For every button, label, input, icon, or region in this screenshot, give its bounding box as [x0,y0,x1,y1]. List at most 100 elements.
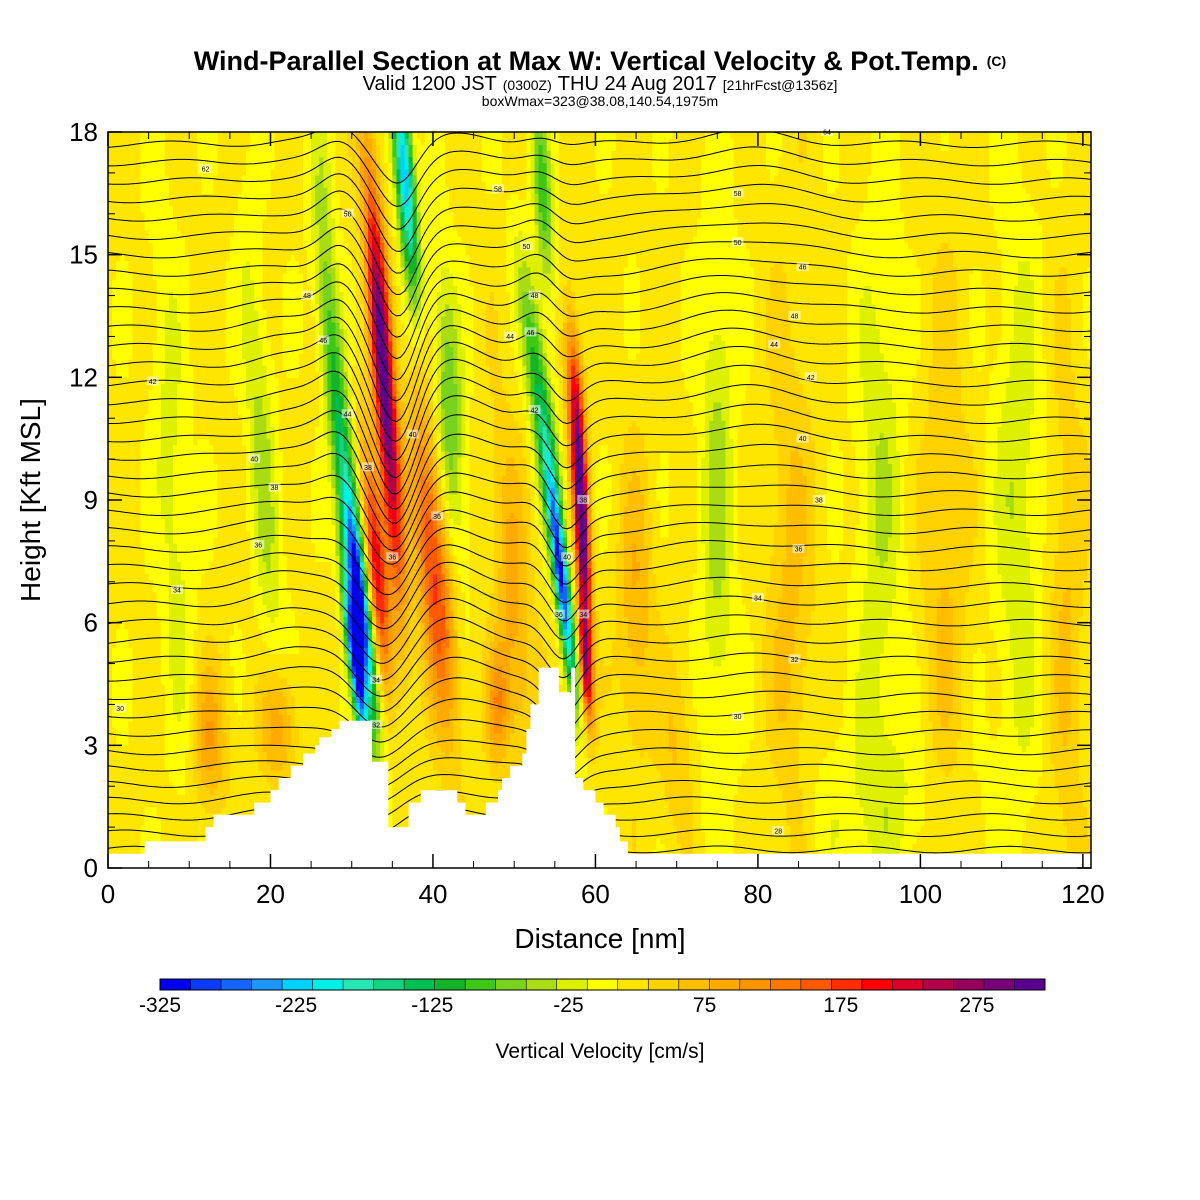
w-cell [160,168,166,176]
w-cell [217,677,223,685]
w-cell [201,592,207,599]
w-cell [140,585,146,593]
w-cell [209,236,215,243]
w-cell [164,371,170,378]
w-cell [274,585,280,593]
w-cell [258,769,263,777]
w-cell [233,763,239,771]
w-cell [181,585,186,593]
w-cell [108,383,113,391]
w-cell [128,751,133,759]
w-cell [254,463,259,470]
w-cell [262,199,268,207]
w-cell [120,401,125,409]
w-cell [213,395,219,403]
w-cell [266,677,272,685]
w-cell [148,487,154,495]
w-cell [246,579,251,587]
w-cell [229,162,235,170]
w-cell [225,555,231,562]
w-cell [189,610,194,618]
w-cell [270,530,276,538]
w-cell [156,346,162,354]
w-cell [128,506,133,513]
w-cell [116,242,121,250]
w-cell [185,420,190,427]
w-cell [209,291,215,299]
w-cell [242,696,247,703]
w-cell [160,444,166,452]
w-cell [237,542,243,550]
w-cell [177,659,182,667]
w-cell [213,512,219,519]
w-cell [237,659,243,667]
w-cell [209,763,215,771]
w-cell [185,322,190,329]
w-cell [152,567,158,575]
w-cell [193,659,198,667]
w-cell [116,837,121,845]
w-cell [246,224,251,231]
w-cell [108,132,113,139]
w-cell [201,647,207,654]
w-cell [246,684,251,691]
w-cell [156,739,162,746]
w-cell [262,677,268,685]
w-cell [144,641,150,648]
w-cell [140,156,146,164]
w-cell [140,806,146,814]
w-cell [112,168,117,176]
w-cell [197,825,203,832]
w-cell [246,322,251,329]
w-cell [128,493,133,501]
w-cell [160,739,166,746]
w-cell [237,224,243,231]
w-cell [140,837,146,845]
w-cell [132,622,138,630]
w-cell [136,401,142,409]
w-cell [229,187,235,194]
w-cell [140,450,146,458]
w-cell [225,647,231,654]
w-cell [246,383,251,391]
w-cell [185,837,190,845]
w-cell [221,659,227,667]
w-cell [225,653,231,661]
w-cell [262,536,268,544]
w-cell [152,500,158,507]
w-cell [160,524,166,532]
w-cell [237,782,243,789]
w-cell [213,328,219,335]
w-cell [229,512,235,519]
w-cell [266,745,272,753]
w-cell [108,297,113,305]
w-cell [136,450,142,458]
w-cell [108,714,113,722]
w-cell [205,677,211,685]
w-cell [221,156,227,164]
w-cell [160,438,166,446]
w-cell [201,794,207,802]
w-cell [209,365,215,372]
w-cell [177,438,182,446]
w-cell [193,144,198,151]
w-cell [205,684,211,691]
w-cell [197,475,203,483]
w-cell [124,573,129,581]
w-cell [201,260,207,268]
w-cell [112,432,117,440]
w-cell [209,297,215,305]
w-cell [136,181,142,188]
w-cell [189,322,194,329]
w-cell [152,469,158,477]
w-cell [144,726,150,734]
w-cell [172,745,178,753]
w-cell [160,733,166,740]
w-cell [229,794,235,802]
w-cell [229,334,235,342]
w-cell [124,530,129,538]
w-cell [266,420,272,427]
w-cell [152,162,158,170]
w-cell [254,224,259,231]
